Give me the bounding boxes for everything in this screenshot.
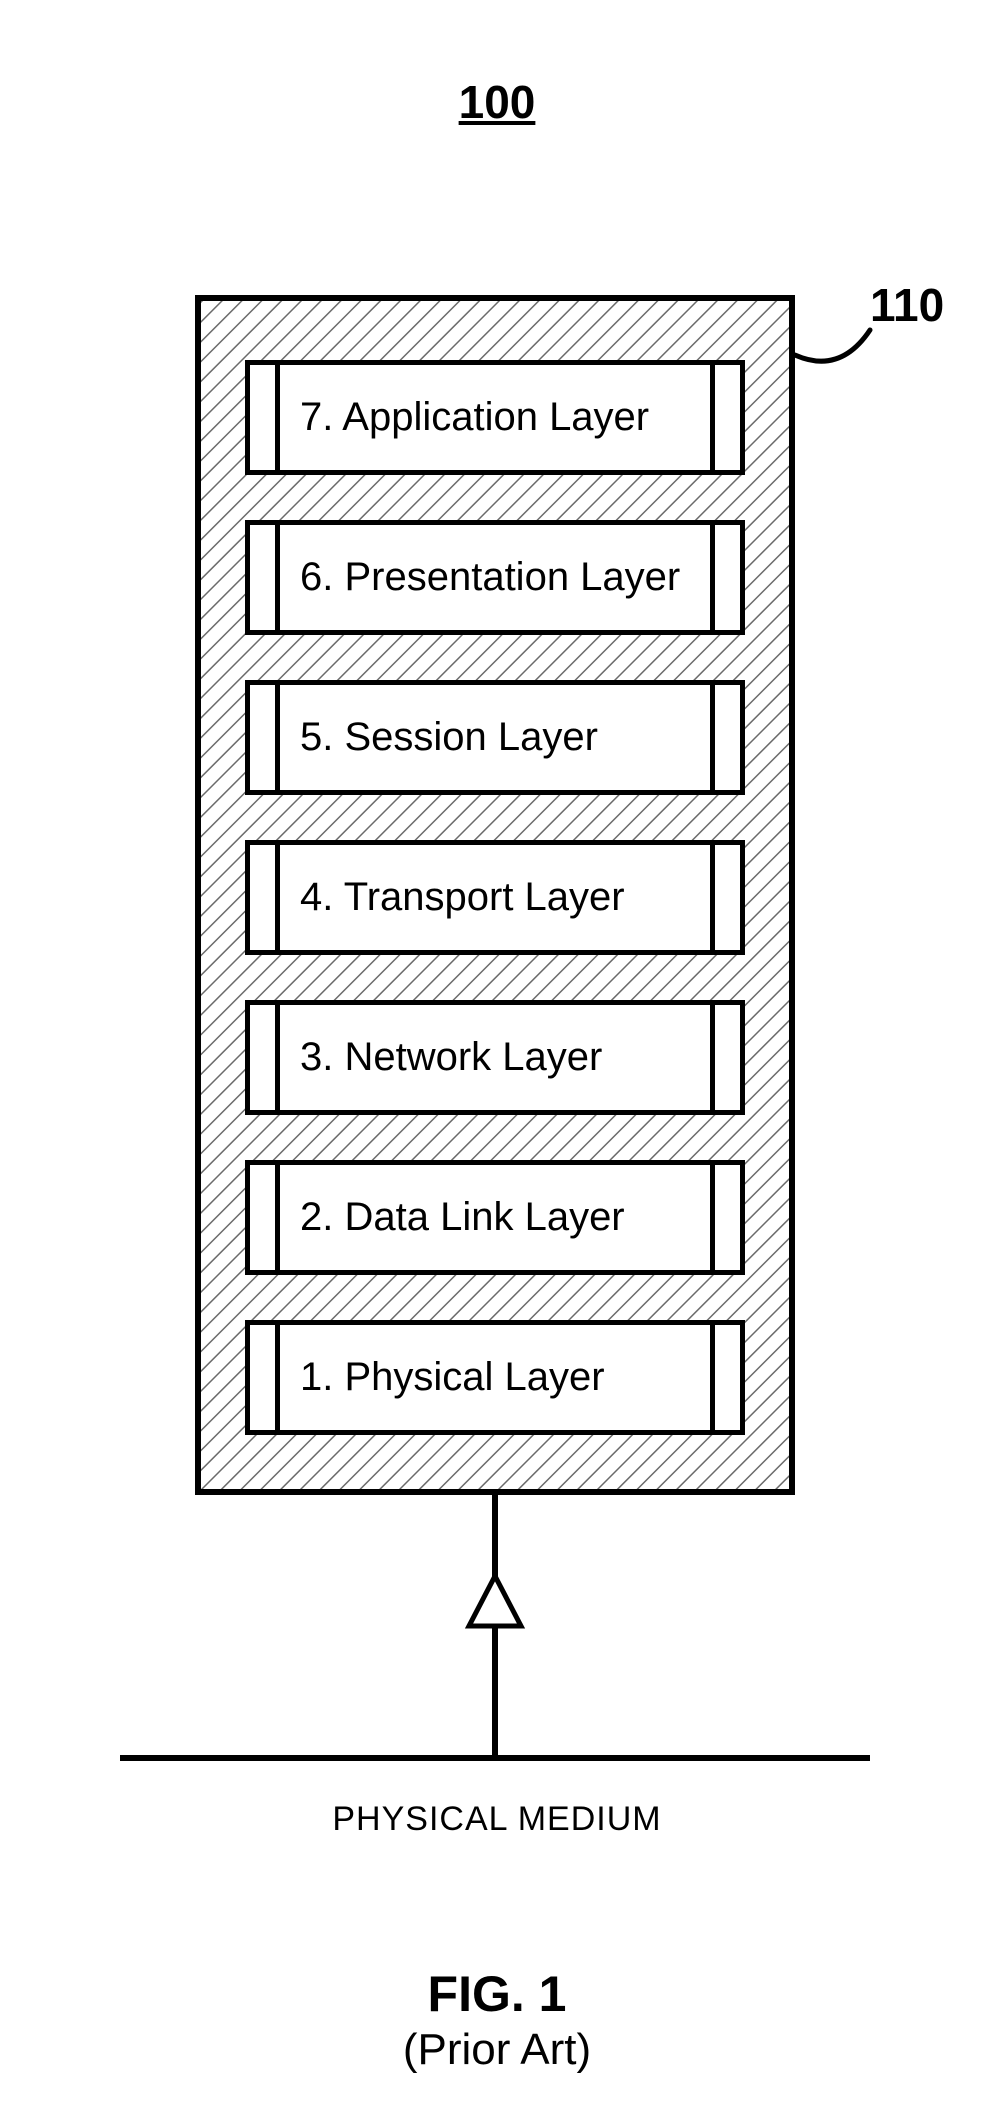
layer-label: 3. Network Layer — [300, 1005, 700, 1110]
layer-rail-left — [275, 685, 280, 790]
layer-rail-left — [275, 845, 280, 950]
layer-box-7: 7. Application Layer — [245, 360, 745, 475]
layer-rail-left — [275, 525, 280, 630]
layer-rail-right — [710, 1165, 715, 1270]
layer-rail-right — [710, 365, 715, 470]
layer-label: 4. Transport Layer — [300, 845, 700, 950]
layer-label: 5. Session Layer — [300, 685, 700, 790]
callout-leader — [795, 320, 915, 440]
layer-rail-right — [710, 1325, 715, 1430]
layer-rail-right — [710, 685, 715, 790]
figure-page: 100 7. Application Layer 6. Presentation… — [0, 0, 994, 2118]
layer-label: 2. Data Link Layer — [300, 1165, 700, 1270]
layer-box-6: 6. Presentation Layer — [245, 520, 745, 635]
osi-stack-container: 7. Application Layer 6. Presentation Lay… — [195, 295, 795, 1495]
layer-box-4: 4. Transport Layer — [245, 840, 745, 955]
layer-box-1: 1. Physical Layer — [245, 1320, 745, 1435]
layer-label: 6. Presentation Layer — [300, 525, 700, 630]
layer-rail-right — [710, 525, 715, 630]
layer-label: 7. Application Layer — [300, 365, 700, 470]
physical-medium-line — [120, 1755, 870, 1761]
layer-box-3: 3. Network Layer — [245, 1000, 745, 1115]
layer-rail-left — [275, 1325, 280, 1430]
connector-arrowhead-icon — [463, 1570, 527, 1634]
figure-number: 100 — [0, 75, 994, 129]
layer-rail-left — [275, 1165, 280, 1270]
figure-caption: FIG. 1 — [0, 1965, 994, 2023]
layer-box-2: 2. Data Link Layer — [245, 1160, 745, 1275]
layer-rail-left — [275, 365, 280, 470]
layer-box-5: 5. Session Layer — [245, 680, 745, 795]
figure-subcaption: (Prior Art) — [0, 2025, 994, 2075]
layer-rail-right — [710, 845, 715, 950]
physical-medium-label: PHYSICAL MEDIUM — [0, 1800, 994, 1839]
callout-label: 110 — [870, 278, 944, 332]
layer-rail-left — [275, 1005, 280, 1110]
layer-label: 1. Physical Layer — [300, 1325, 700, 1430]
layer-rail-right — [710, 1005, 715, 1110]
